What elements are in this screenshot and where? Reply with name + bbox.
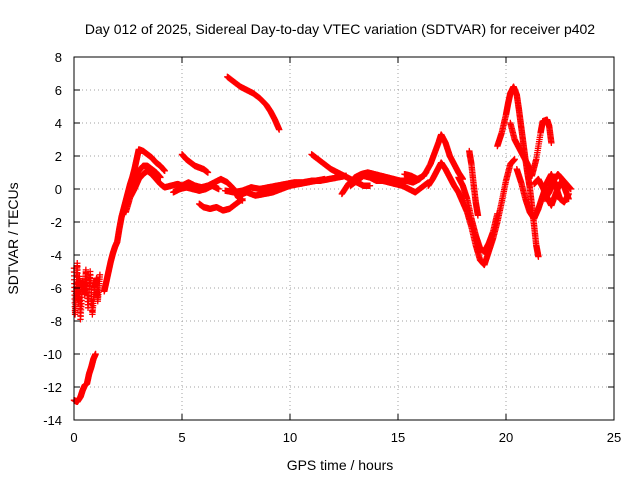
x-tick-label: 5 bbox=[178, 430, 185, 445]
y-tick-label: -10 bbox=[43, 347, 62, 362]
data-point bbox=[161, 167, 168, 175]
x-axis-label: GPS time / hours bbox=[287, 457, 394, 473]
y-axis-tick-labels: -14 -12 -10 -8 -6 -4 -2 0 2 4 6 8 bbox=[43, 50, 62, 428]
axis-ticks bbox=[73, 56, 615, 421]
data-point bbox=[276, 126, 283, 133]
y-tick-label: -2 bbox=[50, 215, 62, 230]
y-tick-label: -12 bbox=[43, 380, 62, 395]
data-point bbox=[565, 195, 572, 203]
y-tick-label: 2 bbox=[55, 149, 62, 164]
plot-frame bbox=[73, 56, 615, 421]
data-point bbox=[474, 212, 482, 219]
x-tick-label: 10 bbox=[283, 430, 297, 445]
y-tick-label: -8 bbox=[50, 314, 62, 329]
data-point bbox=[96, 271, 104, 278]
data-point bbox=[366, 182, 374, 189]
y-tick-label: 0 bbox=[55, 182, 62, 197]
data-point bbox=[548, 139, 555, 146]
x-tick-label: 0 bbox=[70, 430, 77, 445]
data-point bbox=[157, 174, 164, 181]
data-point bbox=[535, 253, 542, 260]
y-tick-label: -6 bbox=[50, 281, 62, 296]
data-point bbox=[204, 169, 212, 176]
x-axis-tick-labels: 0 5 10 15 20 25 bbox=[70, 430, 621, 445]
data-point bbox=[511, 156, 518, 163]
chart-title: Day 012 of 2025, Sidereal Day-to-day VTE… bbox=[85, 21, 595, 37]
y-axis-label: SDTVAR / TECUs bbox=[5, 182, 21, 294]
data-point bbox=[567, 185, 574, 193]
data-series-sdtvar bbox=[70, 73, 574, 406]
data-point bbox=[92, 350, 99, 358]
y-tick-label: 8 bbox=[55, 50, 62, 65]
y-tick-label: -14 bbox=[43, 413, 62, 428]
x-tick-label: 15 bbox=[391, 430, 405, 445]
y-tick-label: -4 bbox=[50, 248, 62, 263]
data-point bbox=[321, 175, 328, 183]
x-tick-label: 20 bbox=[499, 430, 513, 445]
x-tick-label: 25 bbox=[607, 430, 621, 445]
data-point bbox=[494, 210, 501, 217]
y-tick-label: 6 bbox=[55, 83, 62, 98]
y-tick-label: 4 bbox=[55, 116, 62, 131]
data-point bbox=[215, 185, 222, 193]
